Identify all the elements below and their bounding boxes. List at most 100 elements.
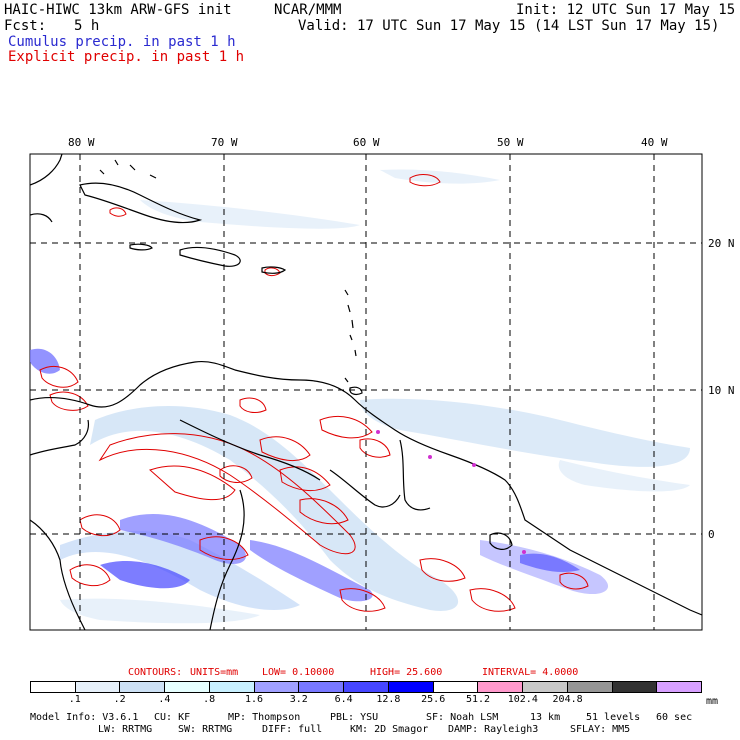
cumulus-area xyxy=(250,540,373,602)
cumulus-precip-layer xyxy=(30,169,690,624)
colorbar-swatch xyxy=(612,682,658,692)
cu-scheme: CU: KF xyxy=(154,712,191,723)
trinidad-coast xyxy=(349,386,363,396)
explicit-contour xyxy=(149,465,236,501)
lat-label: 10 N xyxy=(708,384,735,397)
colorbar-swatch xyxy=(31,682,76,692)
org-label: NCAR/MMM xyxy=(274,2,342,18)
cumulus-area xyxy=(60,530,300,610)
cumulus-area xyxy=(360,398,690,467)
colorbar-swatch xyxy=(209,682,255,692)
explicit-contour xyxy=(339,588,386,612)
explicit-contour xyxy=(259,436,311,462)
interval-label: INTERVAL= 4.0000 xyxy=(482,667,579,678)
colorbar-swatch xyxy=(165,682,210,692)
explicit-contour xyxy=(79,514,121,537)
timestep: 60 sec xyxy=(656,712,693,723)
grid-layer xyxy=(30,154,702,630)
cumulus-area xyxy=(100,560,190,589)
diff-scheme: DIFF: full xyxy=(262,724,323,735)
hispaniola-coast xyxy=(179,246,241,267)
colorbar-swatch xyxy=(388,682,434,692)
coastline-layer xyxy=(30,154,702,630)
pacific-coast xyxy=(30,519,86,630)
colorbar-swatch xyxy=(254,682,300,692)
colorbar-tick-label: .2 xyxy=(113,694,126,705)
colorbar-swatch xyxy=(478,682,524,692)
colorbar-tick-label: .8 xyxy=(203,694,216,705)
colorbar-tick-label: 12.8 xyxy=(376,694,401,705)
explicit-contour xyxy=(299,498,349,525)
colorbar-tick-label: 204.8 xyxy=(552,694,583,705)
lesser-antilles xyxy=(344,289,357,383)
country-border xyxy=(179,419,321,481)
mp-scheme: MP: Thompson xyxy=(228,712,301,723)
florida-coast xyxy=(30,154,63,186)
explicit-contour xyxy=(239,397,267,414)
cumulus-area xyxy=(30,348,60,374)
cumulus-area xyxy=(90,405,459,611)
colorbar-swatch xyxy=(433,682,479,692)
explicit-contour xyxy=(469,588,516,612)
init-time: Init: 12 UTC Sun 17 May 15 xyxy=(516,2,736,18)
sflay-scheme: SFLAY: MM5 xyxy=(570,724,631,735)
cuba-coast xyxy=(79,182,203,224)
low-label: LOW= 0.10000 xyxy=(262,667,335,678)
colorbar-tick-label: 102.4 xyxy=(507,694,538,705)
lat-label: 20 N xyxy=(708,237,735,250)
colorbar-tick-label: 1.6 xyxy=(244,694,264,705)
country-border xyxy=(209,489,245,630)
fcst-value: 5 h xyxy=(74,18,100,34)
lon-label: 50 W xyxy=(497,136,524,149)
lon-label: 60 W xyxy=(353,136,380,149)
bahamas xyxy=(99,159,157,179)
km-scheme: KM: 2D Smagor xyxy=(350,724,429,735)
cumulus-area xyxy=(520,553,580,573)
country-border xyxy=(399,439,431,511)
explicit-contour xyxy=(199,536,249,560)
station-marker xyxy=(472,463,476,467)
lw-scheme: LW: RRTMG xyxy=(98,724,153,735)
colorbar-tick-label: .4 xyxy=(158,694,171,705)
sf-scheme: SF: Noah LSM xyxy=(426,712,499,723)
high-label: HIGH= 25.600 xyxy=(370,667,443,678)
station-marker xyxy=(376,430,380,434)
explicit-contour xyxy=(49,391,89,411)
station-marker xyxy=(522,550,526,554)
station-markers xyxy=(376,430,526,554)
explicit-contour xyxy=(98,433,356,555)
resolution: 13 km xyxy=(530,712,561,723)
model-title: HAIC-HIWC 13km ARW-GFS init xyxy=(4,2,232,18)
cumulus-area xyxy=(558,460,690,492)
lon-label: 40 W xyxy=(641,136,668,149)
colorbar-swatch xyxy=(120,682,166,692)
explicit-contour xyxy=(409,174,441,187)
colorbar-tick-label: 3.2 xyxy=(289,694,308,705)
amazon-delta xyxy=(489,532,513,550)
station-marker xyxy=(428,455,432,459)
explicit-contour xyxy=(69,564,111,587)
jamaica-coast xyxy=(129,243,153,251)
levels: 51 levels xyxy=(586,712,641,723)
colorbar-swatch xyxy=(344,682,389,692)
pbl-scheme: PBL: YSU xyxy=(330,712,379,723)
cumulus-legend: Cumulus precip. in past 1 h xyxy=(8,34,236,50)
colorbar-tick-label: .1 xyxy=(68,694,81,705)
model-info: Model Info: V3.6.1 xyxy=(30,712,139,723)
explicit-contour xyxy=(109,207,127,217)
explicit-contour xyxy=(219,465,253,483)
colorbar xyxy=(30,681,702,693)
units-label: UNITS=mm xyxy=(190,667,239,678)
colorbar-swatch xyxy=(75,682,121,692)
explicit-contour xyxy=(559,572,589,590)
colorbar-tick-label: 25.6 xyxy=(421,694,446,705)
explicit-contour xyxy=(319,416,373,439)
cumulus-area xyxy=(120,514,246,565)
colorbar-swatch xyxy=(567,682,613,692)
colorbar-swatch xyxy=(299,682,345,692)
explicit-contour xyxy=(279,466,331,492)
explicit-precip-layer xyxy=(39,174,589,612)
country-border xyxy=(329,469,401,508)
colorbar-tick-label: 6.4 xyxy=(334,694,353,705)
